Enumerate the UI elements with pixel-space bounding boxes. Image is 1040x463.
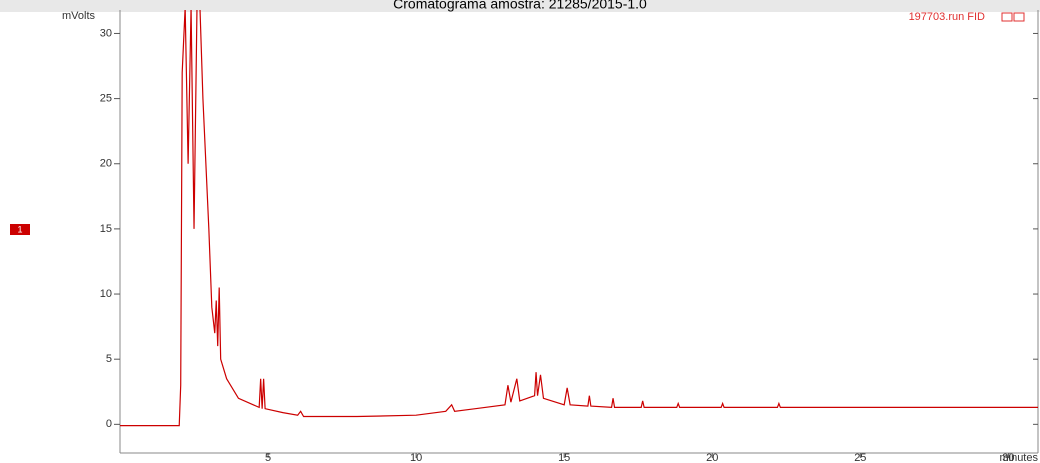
y-tick-label: 25 [100, 93, 112, 105]
x-tick-label: 5 [265, 452, 271, 463]
y-tick-label: 0 [106, 418, 112, 430]
y-axis-label: mVolts [62, 10, 96, 22]
legend: 1 [10, 224, 30, 235]
window-icon[interactable] [1001, 12, 1013, 22]
y-tick-label: 30 [100, 27, 112, 39]
x-tick-label: 10 [410, 452, 422, 463]
x-axis-label: minutes [999, 452, 1038, 463]
chart-title: Cromatograma amostra: 21285/2015-1.0 [393, 0, 647, 12]
y-tick-label: 15 [100, 223, 112, 235]
title-bar [0, 0, 1040, 12]
run-label: 197703.run FID [909, 11, 985, 23]
x-tick-label: 20 [706, 452, 718, 463]
y-tick-label: 5 [106, 353, 112, 365]
legend-label: 1 [17, 224, 22, 234]
x-tick-label: 25 [854, 452, 866, 463]
trace [120, 10, 1038, 427]
legend-swatch [10, 224, 30, 235]
y-tick-label: 20 [100, 158, 112, 170]
close-icon[interactable] [1013, 12, 1025, 22]
x-tick-label: 30 [1002, 452, 1014, 463]
x-tick-label: 15 [558, 452, 570, 463]
y-tick-label: 10 [100, 288, 112, 300]
